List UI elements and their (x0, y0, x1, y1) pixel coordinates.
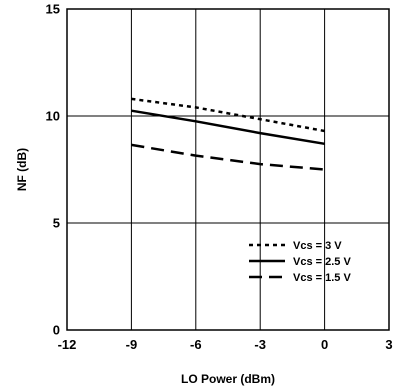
y-axis-ticks: 0 5 10 15 (46, 2, 60, 338)
y-tick-label: 0 (53, 323, 60, 338)
x-axis-ticks: -12 -9 -6 -3 0 3 (58, 337, 393, 352)
y-tick-label: 10 (46, 109, 60, 124)
x-axis-label: LO Power (dBm) (181, 372, 275, 386)
x-tick-label: -9 (126, 337, 138, 352)
plot-frame (66, 8, 390, 331)
grid (66, 8, 390, 331)
y-axis-label: NF (dB) (15, 148, 29, 191)
y-tick-label: 5 (53, 216, 60, 231)
legend-label-3: Vcs = 1.5 V (293, 272, 351, 284)
series-line-3 (131, 143, 325, 171)
x-tick-label: 3 (385, 337, 392, 352)
legend-label-2: Vcs = 2.5 V (293, 256, 351, 268)
x-tick-label: -3 (254, 337, 266, 352)
legend-label-1: Vcs = 3 V (293, 240, 342, 252)
x-tick-label: -12 (58, 337, 77, 352)
series-lines (131, 97, 325, 171)
legend: Vcs = 3 V Vcs = 2.5 V Vcs = 1.5 V (249, 240, 351, 284)
x-tick-label: -6 (190, 337, 202, 352)
y-tick-label: 15 (46, 2, 60, 17)
series-line-1 (131, 97, 325, 133)
x-tick-label: 0 (321, 337, 328, 352)
series-line-2 (131, 109, 325, 146)
